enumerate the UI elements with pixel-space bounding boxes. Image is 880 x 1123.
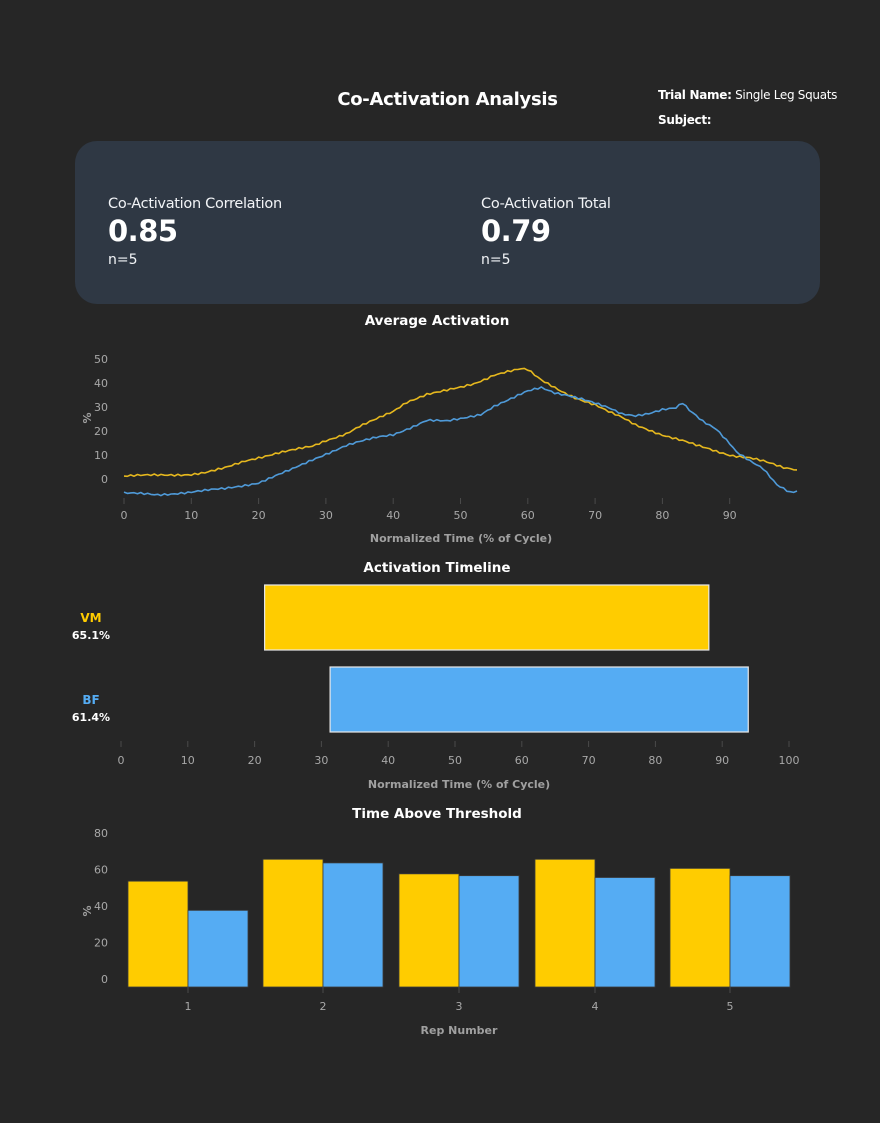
bar-group-rep-3 (398, 873, 520, 988)
y-tick-label: 10 (94, 449, 108, 462)
y-tick-label: 80 (94, 827, 108, 840)
muscle-percent: 65.1% (72, 629, 110, 642)
chart-title: Activation Timeline (363, 560, 510, 576)
muscle-label: BF (82, 693, 99, 707)
bar-group-rep-5 (669, 867, 791, 988)
x-tick-label: 3 (456, 1000, 463, 1013)
y-tick-label: 60 (94, 864, 108, 877)
metric-value: 0.79 (481, 214, 551, 248)
series-line-bf (123, 386, 798, 497)
subject-info: Subject: (658, 113, 712, 127)
x-tick-label: 1 (185, 1000, 192, 1013)
x-tick-label: 10 (184, 509, 198, 522)
subject-label: Subject: (658, 113, 712, 127)
bar-group-rep-4 (534, 858, 656, 988)
x-tick-label: 80 (648, 754, 662, 767)
timeline-bar (329, 666, 749, 733)
metric-n: n=5 (108, 252, 138, 268)
y-tick-label: 0 (101, 473, 108, 486)
x-tick-label: 30 (314, 754, 328, 767)
muscle-label: VM (80, 611, 101, 625)
trial-name-value: Single Leg Squats (735, 88, 838, 102)
timeline-bar (264, 584, 710, 651)
x-tick-label: 60 (521, 509, 535, 522)
x-axis-label: Rep Number (421, 1024, 498, 1037)
page-title: Co-Activation Analysis (337, 89, 558, 110)
bar-group-rep-2 (262, 858, 384, 988)
bar-bf (594, 877, 656, 988)
series-line-vm (123, 367, 798, 478)
bar-vm (262, 858, 324, 988)
x-tick-label: 80 (655, 509, 669, 522)
muscle-percent: 61.4% (72, 711, 110, 724)
x-tick-label: 30 (319, 509, 333, 522)
y-tick-label: 0 (101, 973, 108, 986)
x-tick-label: 70 (588, 509, 602, 522)
y-tick-label: 50 (94, 353, 108, 366)
average-activation-chart: Average Activation 0 10 20 30 40 50 0 10 20 30 40… (81, 313, 798, 545)
chart-title: Average Activation (365, 313, 510, 329)
metric-correlation: Co-Activation Correlation 0.85 n=5 (108, 196, 282, 268)
x-tick-label: 20 (252, 509, 266, 522)
bar-vm (127, 880, 189, 988)
x-tick-label: 40 (386, 509, 400, 522)
metric-total: Co-Activation Total 0.79 n=5 (481, 196, 611, 268)
bar-bf (322, 862, 384, 988)
x-tick-label: 20 (248, 754, 262, 767)
chart-title: Time Above Threshold (352, 806, 522, 822)
x-tick-label: 40 (381, 754, 395, 767)
x-tick-label: 0 (118, 754, 125, 767)
x-tick-label: 70 (582, 754, 596, 767)
x-tick-label: 100 (779, 754, 800, 767)
y-axis-label: % (81, 412, 94, 423)
y-tick-label: 30 (94, 401, 108, 414)
x-tick-label: 10 (181, 754, 195, 767)
metric-label: Co-Activation Total (481, 196, 611, 212)
x-tick-label: 2 (320, 1000, 327, 1013)
trial-name-label: Trial Name: (658, 88, 732, 102)
x-tick-label: 4 (592, 1000, 599, 1013)
x-tick-label: 90 (723, 509, 737, 522)
bar-vm (398, 873, 460, 988)
y-tick-label: 40 (94, 900, 108, 913)
timeline-row-vm: VM 65.1% (72, 584, 710, 651)
metric-label: Co-Activation Correlation (108, 196, 282, 212)
bar-bf (458, 875, 520, 988)
activation-timeline-chart: Activation Timeline VM 65.1% BF 61.4% 0 10 20… (72, 560, 800, 791)
bar-bf (729, 875, 791, 988)
x-axis-label: Normalized Time (% of Cycle) (368, 778, 550, 791)
y-tick-label: 20 (94, 425, 108, 438)
y-tick-label: 40 (94, 377, 108, 390)
bar-bf (187, 909, 249, 988)
metric-n: n=5 (481, 252, 511, 268)
metric-value: 0.85 (108, 214, 178, 248)
x-tick-label: 90 (715, 754, 729, 767)
bar-group-rep-1 (127, 880, 249, 988)
x-tick-label: 0 (121, 509, 128, 522)
x-tick-label: 60 (515, 754, 529, 767)
y-axis-label: % (81, 905, 94, 916)
bar-vm (534, 858, 596, 988)
x-axis-label: Normalized Time (% of Cycle) (370, 532, 552, 545)
x-tick-label: 5 (727, 1000, 734, 1013)
bar-vm (669, 867, 731, 988)
x-tick-label: 50 (448, 754, 462, 767)
timeline-row-bf: BF 61.4% (72, 666, 749, 733)
trial-name-info: Trial Name: Single Leg Squats (658, 88, 837, 102)
time-above-threshold-chart: Time Above Threshold 0 20 40 60 80 1 2 3 4 5 Rep… (81, 806, 791, 1037)
x-tick-label: 50 (454, 509, 468, 522)
summary-card: Co-Activation Correlation 0.85 n=5 Co-Ac… (75, 141, 820, 304)
y-tick-label: 20 (94, 937, 108, 950)
